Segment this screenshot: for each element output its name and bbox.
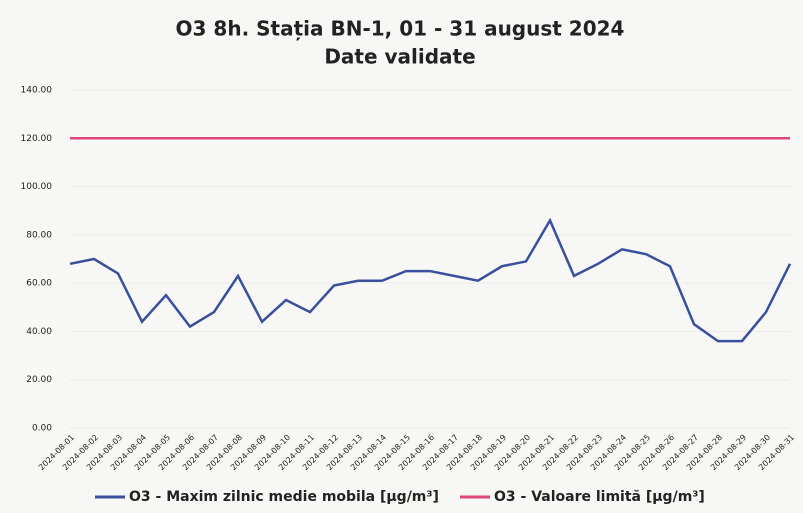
y-tick-label: 20.00	[26, 375, 52, 385]
series-line	[69, 217, 792, 343]
y-tick-label: 80.00	[26, 230, 52, 240]
y-tick-label: 60.00	[26, 279, 52, 289]
legend-label: O3 - Valoare limită [µg/m³]	[494, 489, 705, 505]
y-tick-label: 40.00	[26, 327, 52, 337]
y-tick-label: 120.00	[21, 134, 53, 144]
legend-label: O3 - Maxim zilnic medie mobila [µg/m³]	[129, 489, 439, 505]
y-tick-label: 140.00	[21, 86, 53, 96]
y-tick-label: 100.00	[21, 182, 53, 192]
chart-subtitle: Date validate	[324, 45, 475, 69]
y-tick-label: 0.00	[32, 424, 52, 434]
chart-title: O3 8h. Stația BN-1, 01 - 31 august 2024	[176, 17, 625, 41]
